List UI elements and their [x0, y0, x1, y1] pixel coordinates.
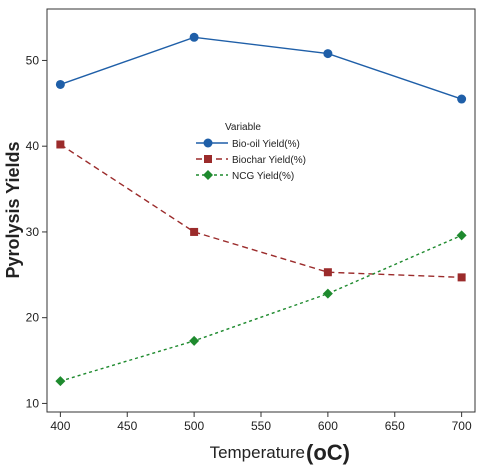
y-tick-label: 10: [26, 396, 40, 410]
data-point: [457, 94, 467, 104]
data-point: [190, 227, 199, 236]
series-2: [56, 140, 466, 282]
data-point: [189, 32, 199, 42]
data-point: [323, 268, 332, 277]
data-point: [56, 140, 65, 149]
y-tick-label: 30: [26, 225, 40, 239]
x-tick-label: 650: [385, 419, 405, 433]
data-point: [189, 335, 200, 346]
y-axis: 10 20 30 40 50: [26, 53, 47, 410]
data-point: [55, 79, 65, 89]
series-line: [60, 234, 462, 382]
series-line: [60, 36, 462, 100]
legend-swatch-marker: [203, 170, 213, 180]
data-point: [457, 273, 466, 282]
x-tick-label: 700: [452, 419, 472, 433]
x-axis-title-text: Temperature: [210, 443, 305, 462]
legend-label: Bio-oil Yield(%): [232, 139, 300, 150]
series-3: [55, 230, 467, 387]
x-tick-label: 500: [184, 419, 204, 433]
y-axis-title: Pyrolysis Yields: [3, 141, 23, 278]
x-axis-title: Temperature: [210, 443, 305, 462]
legend-label: Biochar Yield(%): [232, 155, 306, 166]
x-tick-label: 400: [50, 419, 70, 433]
y-tick-label: 20: [26, 311, 40, 325]
legend: Variable Bio-oil Yield(%) Biochar Yield(%…: [196, 122, 306, 182]
plot-frame: [46, 8, 476, 413]
x-axis-unit: (oC): [306, 440, 350, 465]
y-tick-label: 50: [26, 53, 40, 67]
x-tick-label: 450: [117, 419, 137, 433]
x-tick-label: 600: [318, 419, 338, 433]
data-point: [456, 230, 467, 241]
data-point: [322, 288, 333, 299]
data-point: [323, 49, 333, 59]
legend-swatch-marker: [204, 155, 212, 163]
data-point: [55, 376, 66, 387]
x-tick-label: 550: [251, 419, 271, 433]
y-tick-label: 40: [26, 139, 40, 153]
legend-title: Variable: [225, 122, 261, 133]
legend-label: NCG Yield(%): [232, 171, 294, 182]
series-1: [55, 32, 467, 104]
legend-swatch-marker: [203, 138, 213, 148]
series-group: [55, 32, 467, 387]
x-axis: 400 450 500 550 600 650 700: [50, 412, 472, 433]
